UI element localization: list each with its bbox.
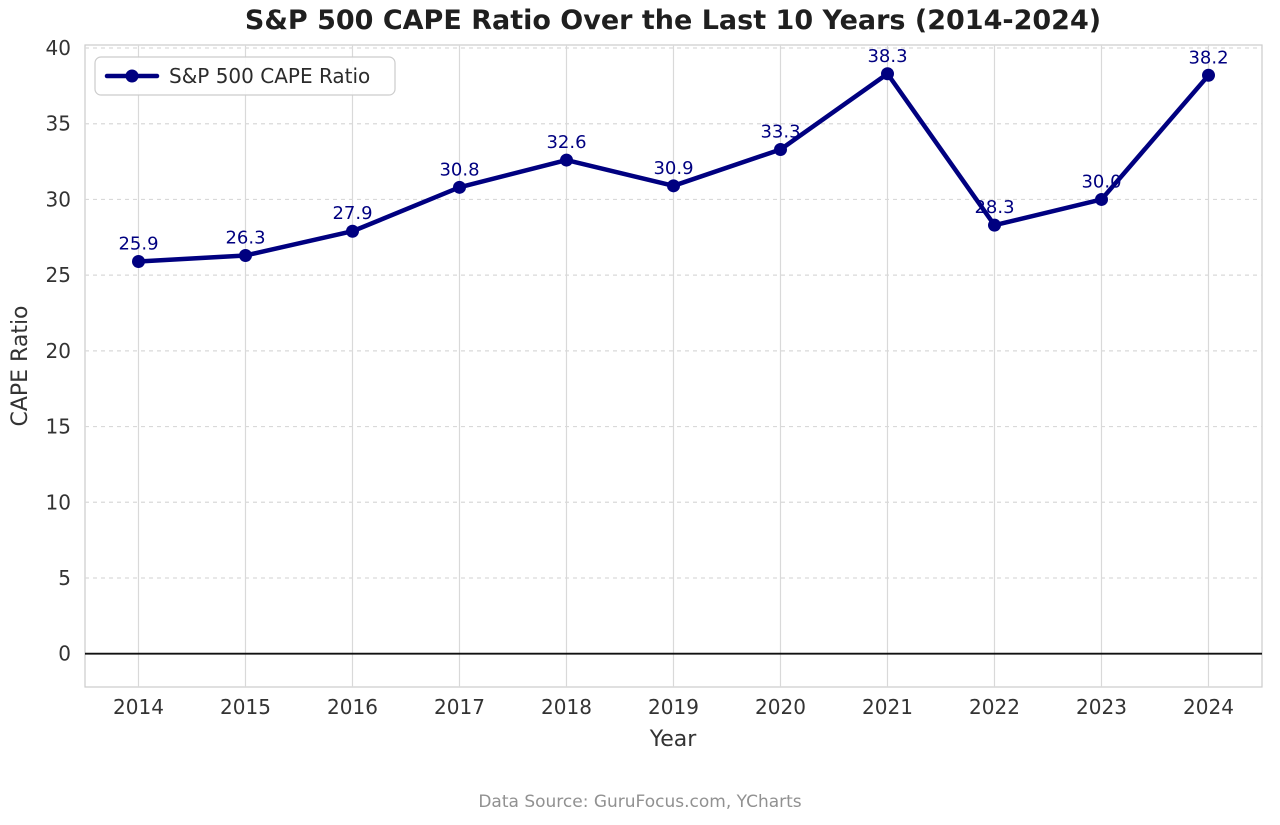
x-tick-label: 2019 xyxy=(648,695,699,719)
y-tick-label: 0 xyxy=(58,642,71,666)
point-value-label: 27.9 xyxy=(332,203,372,224)
data-point-marker xyxy=(881,67,894,81)
data-point-marker xyxy=(132,255,145,269)
data-point-marker xyxy=(1095,192,1108,206)
data-point-marker xyxy=(453,180,466,194)
point-value-label: 33.3 xyxy=(760,121,800,142)
y-tick-label: 15 xyxy=(46,415,71,439)
data-point-marker xyxy=(774,142,787,156)
point-value-label: 30.9 xyxy=(653,158,693,179)
x-tick-label: 2014 xyxy=(113,695,164,719)
point-value-label: 32.6 xyxy=(546,132,586,153)
data-point-marker xyxy=(667,179,680,193)
x-tick-label: 2016 xyxy=(327,695,378,719)
x-tick-label: 2015 xyxy=(220,695,271,719)
point-value-label: 25.9 xyxy=(118,234,158,255)
x-tick-label: 2021 xyxy=(862,695,913,719)
x-tick-label: 2022 xyxy=(969,695,1020,719)
legend-label: S&P 500 CAPE Ratio xyxy=(169,64,370,88)
x-tick-label: 2023 xyxy=(1076,695,1127,719)
point-value-label: 26.3 xyxy=(225,227,265,248)
y-tick-label: 35 xyxy=(46,112,71,136)
data-series: 25.9 26.327.930.832.630.933.338.328.330.0… xyxy=(118,46,1229,269)
x-tick-label: 2020 xyxy=(755,695,806,719)
data-point-marker xyxy=(988,218,1001,232)
x-tick-label: 2024 xyxy=(1183,695,1234,719)
y-tick-label: 10 xyxy=(46,490,71,514)
data-point-marker xyxy=(560,153,573,167)
data-source-note: Data Source: GuruFocus.com, YCharts xyxy=(478,792,801,812)
y-tick-label: 30 xyxy=(46,187,71,211)
data-point-marker xyxy=(346,224,359,238)
y-tick-label: 20 xyxy=(46,339,71,363)
legend-marker-icon xyxy=(125,69,139,83)
gridlines xyxy=(85,45,1262,687)
y-tick-label: 5 xyxy=(58,566,71,590)
point-value-label: 38.2 xyxy=(1188,47,1228,68)
chart-title: S&P 500 CAPE Ratio Over the Last 10 Year… xyxy=(245,5,1101,36)
x-tick-label: 2018 xyxy=(541,695,592,719)
legend: S&P 500 CAPE Ratio xyxy=(94,56,396,96)
point-value-label: 30.8 xyxy=(439,159,479,180)
y-tick-label: 25 xyxy=(46,263,71,287)
y-axis-title: CAPE Ratio xyxy=(8,305,33,426)
point-value-label: 38.3 xyxy=(867,46,907,67)
y-tick-label: 40 xyxy=(46,36,71,60)
axis-tick-labels: 2014 2015 2016 2017 2018 2019 2020 2021 2022 2023… xyxy=(46,36,1234,719)
x-tick-label: 2017 xyxy=(434,695,485,719)
data-point-marker xyxy=(239,248,252,262)
data-point-marker xyxy=(1202,68,1215,82)
legend-box xyxy=(94,56,396,96)
x-axis-title: Year xyxy=(649,727,698,752)
